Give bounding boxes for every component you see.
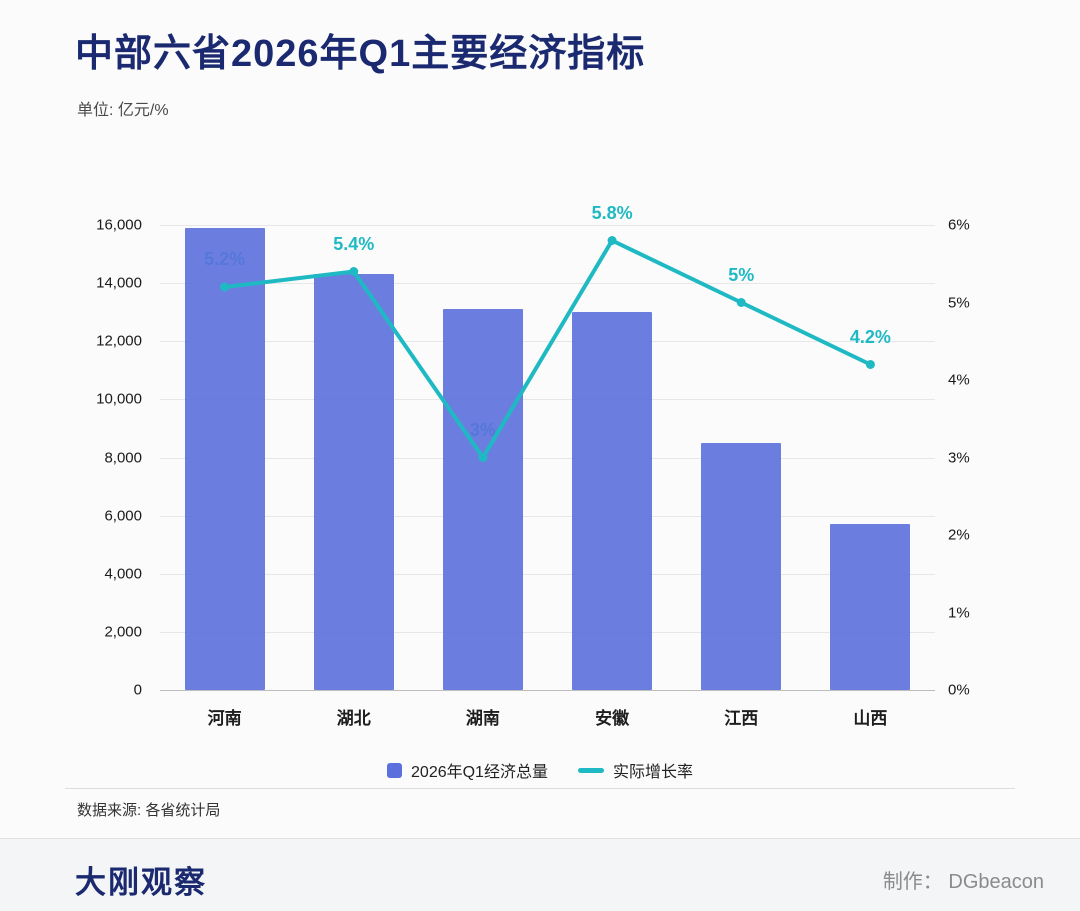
y-axis-left-tick: 16,000 [96, 216, 142, 234]
y-axis-left-tick: 10,000 [96, 390, 142, 408]
trend-line [222, 238, 873, 460]
footer-bar: 大刚观察 制作： DGbeacon [0, 838, 1080, 911]
credit-label: 制作： [882, 871, 943, 893]
brand-logo: 大刚观察 [75, 865, 207, 900]
legend-label-bar: 2026年Q1经济总量 [411, 764, 548, 781]
bar-series-swatch-icon [387, 762, 403, 778]
y-axis-left-tick: 6,000 [104, 507, 142, 525]
grid-line [160, 631, 935, 633]
line-series-swatch-icon [577, 767, 604, 773]
bar [572, 312, 653, 690]
data-point-icon [607, 236, 617, 245]
credit-text: 制作： DGbeacon [883, 865, 1044, 894]
trend-line-svg [220, 236, 875, 462]
x-category-label: 江西 [724, 709, 759, 728]
line-value-label: 4.2% [849, 326, 891, 347]
x-axis-labels: 河南 湖北 湖南 安徽 江西 山西 [160, 704, 935, 728]
x-category-label: 山西 [853, 709, 888, 728]
y-axis-left-tick: 14,000 [96, 274, 142, 292]
y-axis-right-tick: 4% [948, 371, 970, 389]
y-axis-right-tick: 6% [948, 216, 970, 234]
y-axis-left-tick: 0 [133, 681, 142, 699]
grid-line [160, 341, 935, 343]
grid-line [160, 399, 935, 401]
legend-item-line: 实际增长率 [577, 758, 693, 782]
grid-line [160, 457, 935, 459]
x-axis-baseline [160, 690, 935, 691]
bar [442, 309, 523, 690]
page-title: 中部六省2026年Q1主要经济指标 [75, 33, 646, 75]
grid-line [160, 225, 935, 226]
plot-area: 5.2%5.4%3%5.8%5%4.2% [160, 203, 935, 691]
grid-line [160, 573, 935, 575]
x-category-label: 湖北 [336, 709, 371, 728]
y-axis-right-tick: 3% [948, 449, 970, 466]
y-axis-left-tick: 2,000 [104, 623, 142, 641]
y-axis-right: 0% 1% 2% 3% 4% 5% 6% [948, 217, 1018, 699]
y-axis-right-tick: 1% [948, 604, 970, 621]
x-category-label: 湖南 [465, 709, 500, 728]
credit-value: DGbeacon [948, 871, 1044, 893]
data-point-icon [478, 453, 488, 462]
legend-label-line: 实际增长率 [612, 764, 693, 781]
legend-item-bar: 2026年Q1经济总量 [387, 758, 548, 782]
x-category-label: 安徽 [595, 709, 630, 728]
grid-line [160, 283, 935, 285]
bar [701, 442, 782, 690]
line-value-label: 5.8% [591, 202, 633, 223]
data-source-note: 数据来源: 各省统计局 [65, 788, 1015, 820]
data-point-icon [349, 267, 359, 276]
page-subtitle: 单位: 亿元/% [77, 102, 169, 119]
y-axis-right-tick: 5% [948, 294, 970, 311]
bar [184, 227, 265, 690]
line-value-label: 5% [728, 264, 755, 285]
y-axis-left-tick: 8,000 [104, 449, 142, 466]
y-axis-right-tick: 0% [948, 681, 970, 699]
bar [313, 274, 394, 690]
y-axis-left-tick: 4,000 [104, 565, 142, 583]
legend: 2026年Q1经济总量 实际增长率 [0, 758, 1080, 782]
y-axis-left-tick: 12,000 [96, 332, 142, 350]
line-value-label: 5.4% [333, 233, 375, 254]
bar [830, 524, 911, 690]
data-point-icon [220, 282, 230, 292]
data-point-icon [736, 298, 746, 307]
data-point-icon [865, 360, 875, 369]
grid-line [160, 515, 935, 517]
y-axis-left: 0 2,000 4,000 6,000 8,000 10,000 12,000 14,000 1… [50, 217, 150, 699]
y-axis-right-tick: 2% [948, 526, 970, 544]
x-category-label: 河南 [207, 709, 242, 728]
